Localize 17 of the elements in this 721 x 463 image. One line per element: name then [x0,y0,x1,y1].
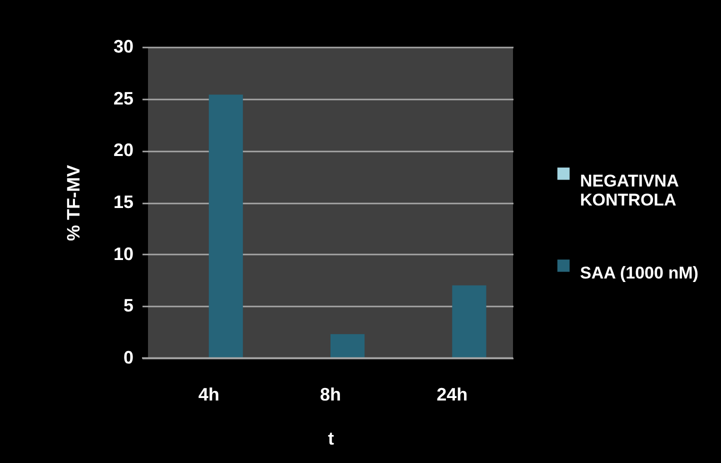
bar [330,334,365,358]
bar [208,94,243,358]
y-tick-label: 15 [113,192,134,212]
x-tick-label: 8h [320,384,342,404]
y-tick-label: 25 [113,88,134,108]
y-axis-title: % TF-MV [63,165,84,241]
y-tick-label: 30 [113,36,134,56]
y-tick-label: 0 [123,348,134,368]
x-tick-label: 24h [436,384,468,404]
x-tick-label: 4h [198,384,220,404]
bar [452,285,486,358]
x-axis-title: t [328,428,334,448]
legend-label: NEGATIVNA KONTROLA [580,172,679,210]
y-tick-label: 5 [123,296,134,316]
y-tick-label: 10 [113,244,134,264]
y-tick-label: 20 [113,140,134,160]
legend-label: SAA (1000 nM) [580,264,698,283]
